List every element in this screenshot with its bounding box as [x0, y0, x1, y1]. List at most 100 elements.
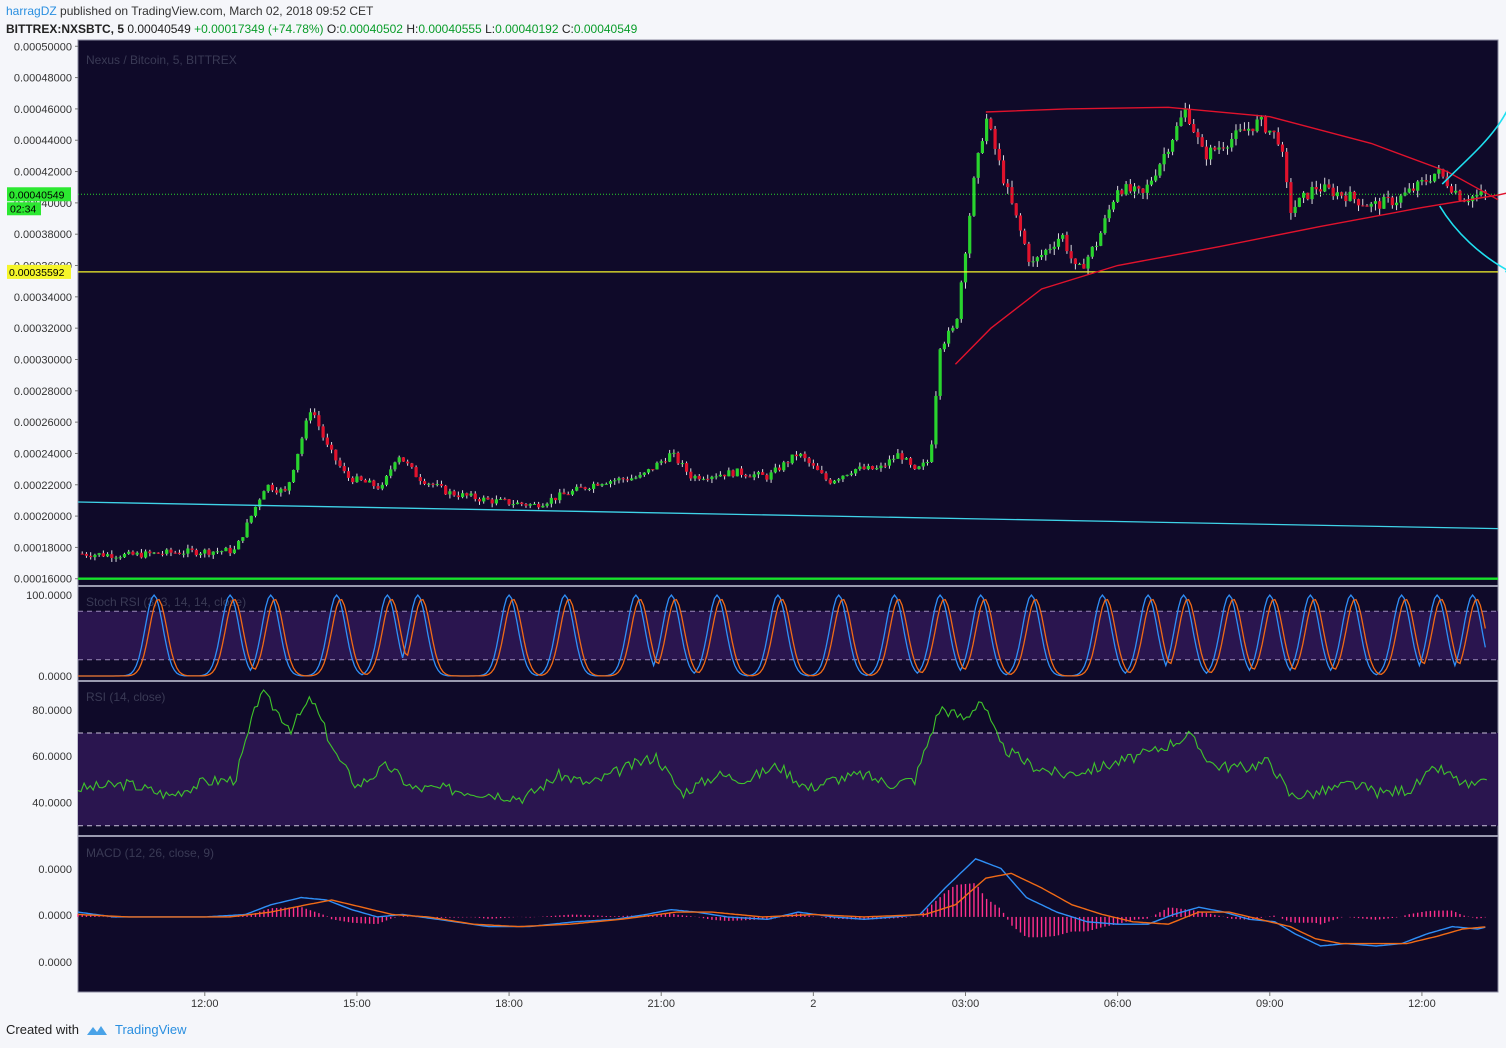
candle-body [236, 540, 241, 550]
candle-body [815, 465, 820, 471]
candle-body [1297, 197, 1301, 207]
candle-body [1027, 243, 1031, 262]
candle [1373, 197, 1378, 211]
candle-body [270, 484, 275, 491]
candle [1411, 182, 1416, 193]
stoch-rsi-pane[interactable]: 100.0000 0.0000 Stoch RSI (3, 3, 14, 14, c… [26, 590, 1498, 683]
candle-body [799, 453, 803, 457]
time-axis[interactable]: 12:00 15:00 18:00 21:00 2 03:00 06:00 09:00 12:0… [191, 992, 1436, 1010]
candle [329, 442, 334, 454]
last-price: 0.00040549 [127, 22, 191, 36]
candle-body [1327, 184, 1331, 188]
candle [997, 143, 1001, 166]
candle-body [1255, 119, 1259, 132]
candle [1183, 102, 1187, 122]
candle-body [452, 491, 456, 496]
rsi-pane[interactable]: 80.0000 60.0000 40.0000 RSI (14, close) [32, 689, 1498, 827]
candle-body [1420, 180, 1424, 182]
candle-body [422, 481, 427, 484]
author-link[interactable]: harragDZ [6, 4, 57, 18]
candle [841, 475, 845, 483]
candle-body [507, 499, 511, 505]
candle [1200, 134, 1204, 148]
candle-body [553, 497, 558, 501]
candle-body [173, 552, 177, 554]
candle [1331, 183, 1335, 200]
candle [989, 117, 993, 131]
candle-body [723, 474, 727, 477]
candle [570, 489, 575, 496]
candle-body [1318, 189, 1323, 192]
price-tag-background [7, 187, 71, 202]
candle [1365, 204, 1369, 207]
candle-body [1069, 251, 1073, 259]
candle [422, 478, 427, 486]
candle-body [232, 549, 236, 554]
candle [837, 477, 841, 483]
candle-body [1158, 164, 1162, 176]
candle [1094, 241, 1099, 251]
candle-body [1399, 195, 1403, 203]
candle [1154, 169, 1158, 183]
candle-body [634, 477, 638, 479]
candle [1399, 193, 1403, 209]
candle [985, 113, 989, 145]
candle [1175, 122, 1179, 142]
candle-body [1154, 175, 1158, 181]
candle [845, 474, 849, 477]
candle-body [596, 483, 600, 486]
candle [545, 502, 549, 508]
candle-body [211, 551, 215, 555]
candle [575, 484, 579, 492]
candle [105, 552, 110, 558]
price-axis-tick-label: 0.00042000 [14, 167, 72, 179]
candle [469, 491, 473, 497]
symbol-quote-line: BITTREX:NXSBTC, 5 0.00040549 +0.00017349… [6, 22, 637, 36]
candle-body [744, 474, 748, 477]
candle-body [1280, 144, 1285, 152]
candle-body [1251, 128, 1255, 132]
candle [173, 550, 177, 554]
candle-body [435, 484, 439, 486]
candle [245, 519, 249, 538]
candle-body [1078, 263, 1082, 265]
candle-body [718, 474, 722, 477]
candle [186, 544, 190, 558]
candle [1052, 241, 1056, 256]
tradingview-brand-link[interactable]: TradingView [114, 1022, 187, 1037]
time-axis-tick-label: 21:00 [647, 998, 675, 1010]
candle-body [448, 491, 452, 495]
high-label: H: [406, 22, 419, 36]
candle-body [672, 452, 676, 454]
candle-body [1196, 132, 1200, 138]
candle [1082, 258, 1086, 269]
candle-body [790, 454, 794, 464]
candle-body [651, 469, 655, 471]
candle [718, 471, 722, 477]
price-change: +0.00017349 (+74.78%) [194, 22, 324, 36]
candle [1137, 185, 1141, 194]
candle-body [1044, 249, 1048, 256]
candle [1120, 188, 1124, 197]
candle-body [727, 470, 731, 477]
candle-body [1466, 201, 1471, 203]
candle [418, 473, 422, 485]
long-term-trendline[interactable] [77, 501, 1499, 530]
rsi-axis-tick-label: 60.0000 [32, 751, 72, 763]
candle-body [951, 327, 955, 331]
candle [642, 472, 646, 477]
candle [1390, 195, 1394, 209]
price-axis-tick-label: 0.00048000 [14, 73, 72, 85]
candle [241, 537, 245, 544]
price-pane[interactable]: 0.00050000 0.00048000 0.00046000 0.00044000… [7, 41, 1506, 586]
candle [976, 152, 980, 184]
candle [1259, 115, 1263, 127]
candle-body [389, 469, 393, 476]
candle [1424, 174, 1428, 186]
candle [1145, 179, 1149, 200]
candle-body [537, 503, 541, 508]
macd-pane[interactable]: 0.0000 0.0000 0.0000 MACD (12, 26, close, 9… [38, 846, 1487, 969]
candle-body [266, 484, 270, 492]
candle-body [862, 466, 866, 470]
